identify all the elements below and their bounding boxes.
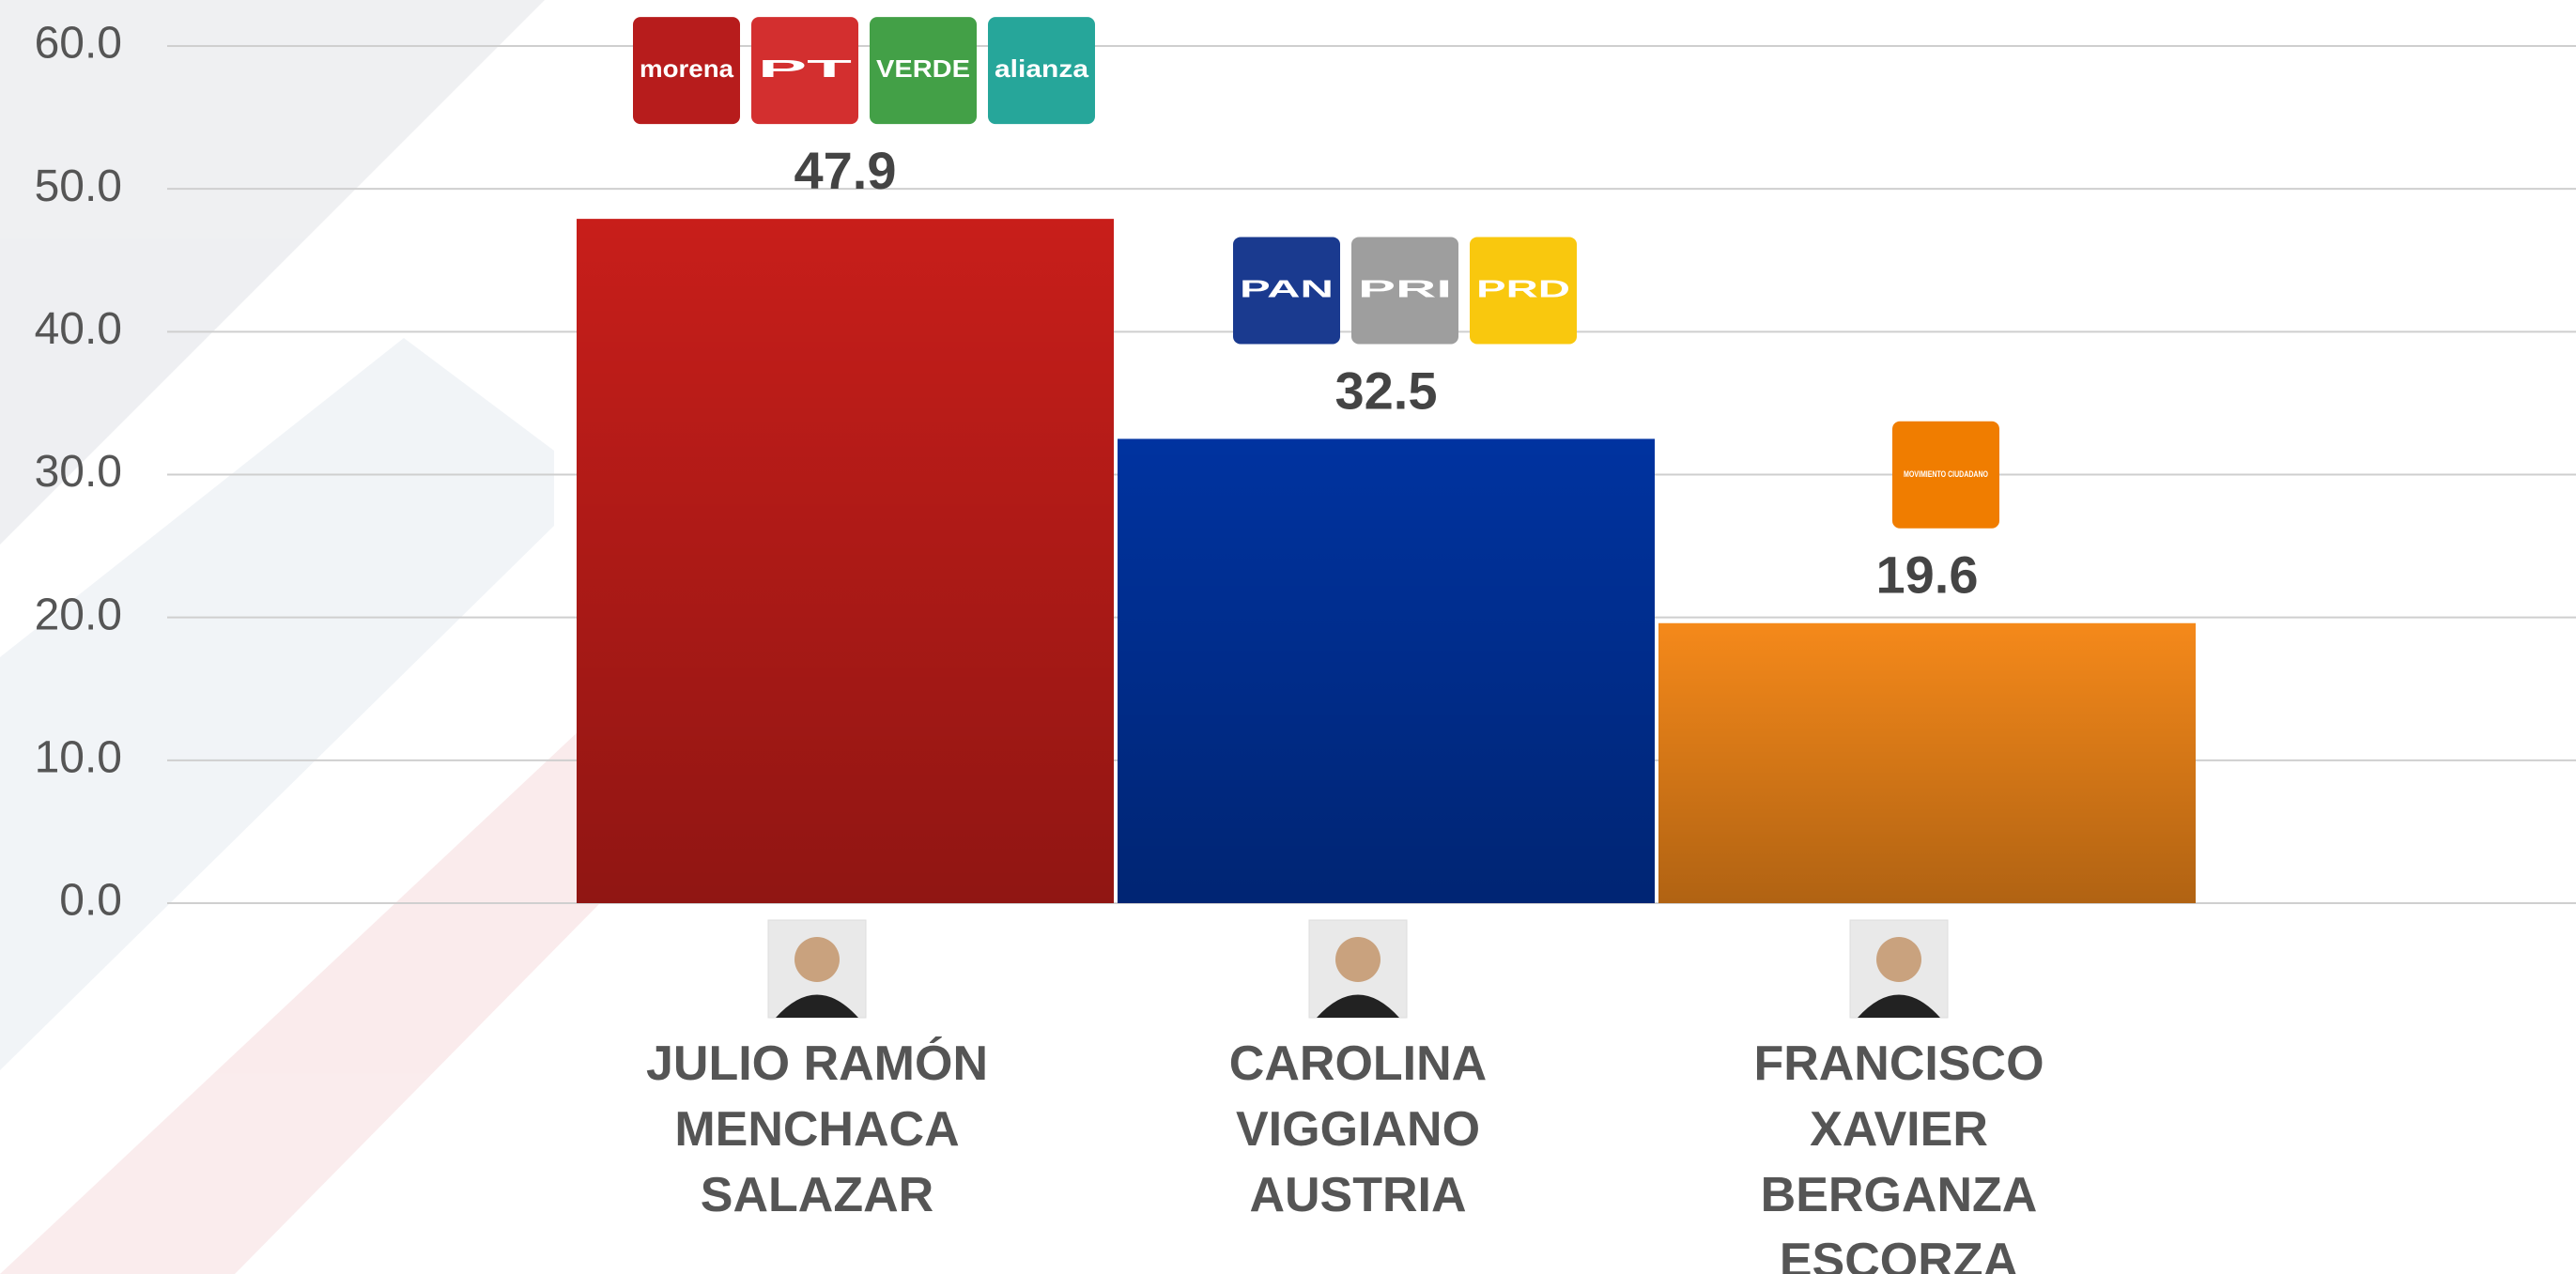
party-logo-text: MOVIMIENTO CIUDADANO <box>1904 469 1988 479</box>
y-tick-label: 60.0 <box>35 19 122 69</box>
party-logo-text: PAN <box>1240 274 1334 302</box>
y-tick-label: 30.0 <box>35 447 122 497</box>
photo-head <box>1335 937 1381 982</box>
party-logo-text: VERDE <box>876 54 970 83</box>
value-label: 19.6 <box>1876 545 1979 605</box>
bar-shade <box>1658 623 2196 903</box>
value-label: 47.9 <box>794 141 897 200</box>
party-logo-text: PT <box>758 54 852 83</box>
y-tick-label: 10.0 <box>35 733 122 783</box>
party-logo-text: PRD <box>1476 274 1570 302</box>
page: {"chart_data": {"type": "bar", "categori… <box>0 0 2576 1274</box>
value-label: 32.5 <box>1335 361 1438 420</box>
party-logo-text: PRI <box>1358 274 1452 302</box>
photo-head <box>794 937 840 982</box>
y-tick-label: 40.0 <box>35 304 122 354</box>
photo-head <box>1876 937 1921 982</box>
x-tick-label: CAROLINA VIGGIANO AUSTRIA <box>1170 1031 1546 1228</box>
bar-shade <box>1118 438 1655 903</box>
x-tick-label: JULIO RAMÓN MENCHACA SALAZAR <box>629 1031 1005 1228</box>
y-tick-label: 0.0 <box>59 876 122 926</box>
x-tick-label: FRANCISCO XAVIER BERGANZA ESCORZA <box>1711 1031 2087 1274</box>
y-tick-label: 20.0 <box>35 590 122 639</box>
y-tick-label: 50.0 <box>35 161 122 211</box>
bar-shade <box>577 219 1114 903</box>
party-logo-text: morena <box>640 54 734 83</box>
party-logo-text: alianza <box>995 54 1089 83</box>
